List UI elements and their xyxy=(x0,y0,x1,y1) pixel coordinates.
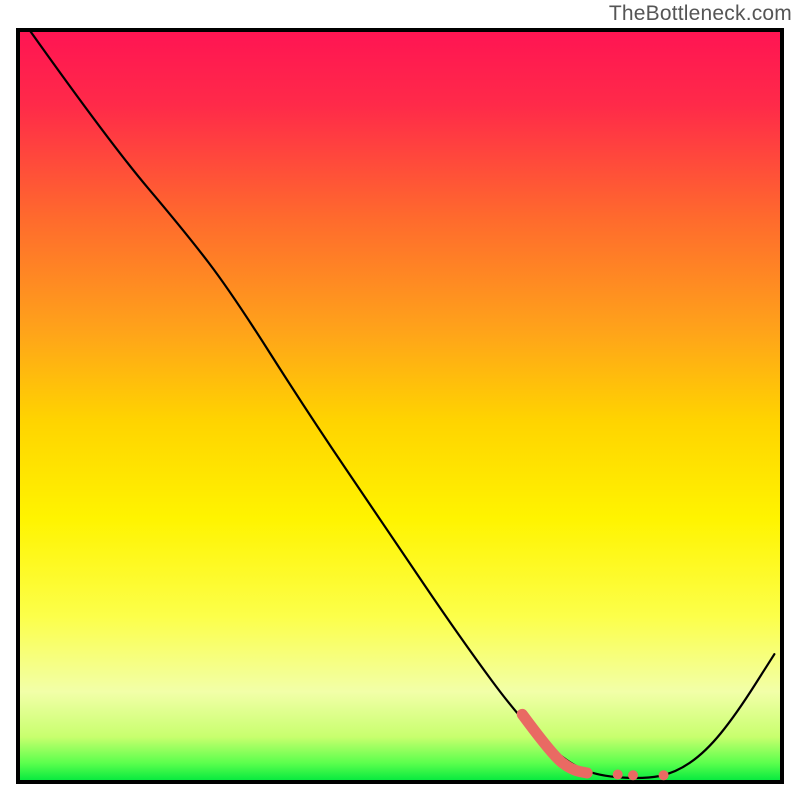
chart-frame: TheBottleneck.com xyxy=(0,0,800,800)
bottleneck-chart xyxy=(0,0,800,800)
gradient-background xyxy=(18,30,782,782)
highlight-dot xyxy=(628,770,638,780)
watermark-text: TheBottleneck.com xyxy=(609,2,792,26)
highlight-dot xyxy=(659,770,669,780)
highlight-dot xyxy=(613,769,623,779)
